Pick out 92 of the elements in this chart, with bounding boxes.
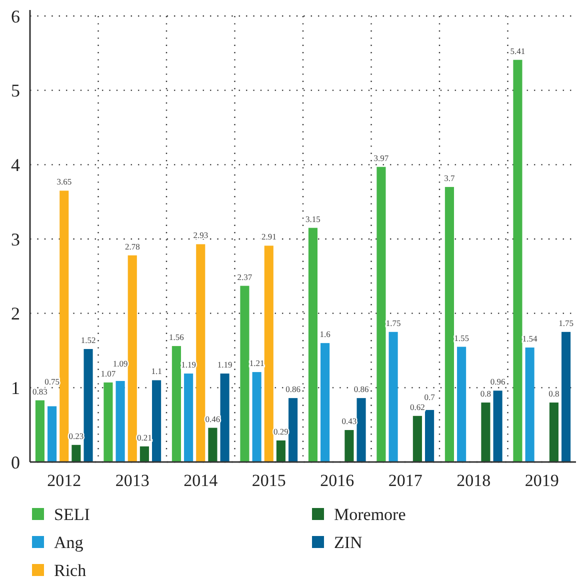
data-label: 0.43: [342, 416, 357, 426]
bar: [240, 286, 250, 462]
data-label: 1.54: [522, 334, 538, 344]
data-label: 1.56: [169, 332, 184, 342]
bar: [444, 186, 454, 462]
x-tick-label: 2017: [388, 471, 423, 490]
bar: [562, 332, 571, 462]
data-label: 0.21: [137, 432, 152, 442]
data-label: 1.75: [386, 318, 401, 328]
legend-label: SELI: [54, 504, 90, 524]
data-label: 0.96: [490, 376, 506, 387]
bar: [388, 332, 398, 462]
x-tick-label: 2018: [456, 471, 491, 490]
y-tick-label: 6: [11, 6, 20, 26]
x-tick-label: 2016: [320, 471, 354, 490]
data-label: 0.8: [548, 388, 560, 399]
data-label: 1.1: [151, 366, 162, 376]
bar: [493, 390, 502, 462]
bar: [308, 228, 318, 462]
bar: [128, 255, 137, 462]
data-label: 0.86: [286, 384, 300, 394]
bar: [72, 444, 81, 462]
data-label: 5.41: [510, 46, 526, 56]
data-label: 0.23: [68, 430, 84, 441]
bar: [60, 190, 69, 462]
bar: [457, 346, 466, 462]
data-label: 2.37: [237, 272, 252, 282]
bar: [549, 402, 558, 462]
bar: [412, 416, 422, 462]
bar: [481, 402, 490, 462]
bar: [344, 430, 354, 462]
legend-label: Moremore: [334, 504, 406, 524]
x-tick-label: 2014: [184, 471, 218, 490]
bar: [184, 374, 194, 462]
data-label: 0.75: [44, 376, 60, 386]
bar: [116, 380, 125, 462]
bar: [220, 374, 230, 462]
data-label: 3.97: [374, 152, 389, 163]
bar: [48, 406, 57, 462]
data-label: 1.19: [181, 360, 196, 370]
data-label: 0.8: [480, 388, 492, 399]
data-label: 2.78: [124, 241, 140, 252]
data-label: 1.07: [100, 368, 116, 378]
data-label: 0.62: [410, 402, 425, 412]
data-label: 3.15: [306, 214, 320, 224]
x-tick-label: 2019: [524, 471, 559, 490]
bar: [152, 380, 162, 462]
y-tick-label: 2: [11, 304, 20, 324]
x-tick-label: 2012: [47, 471, 82, 490]
bar: [320, 343, 330, 462]
data-label: 0.29: [274, 426, 288, 436]
bar: [513, 60, 522, 462]
data-label: 1.21: [249, 358, 264, 368]
bar: [356, 398, 366, 462]
data-label: 0.86: [354, 384, 369, 394]
y-tick-label: 0: [11, 452, 20, 472]
data-label: 1.52: [80, 335, 96, 346]
data-label: 1.75: [558, 318, 574, 328]
bar: [208, 428, 218, 462]
bar: [525, 348, 534, 462]
y-tick-label: 5: [11, 80, 20, 101]
bar: [84, 349, 93, 462]
data-label: 1.55: [454, 332, 469, 343]
data-label: 1.6: [320, 329, 330, 340]
bar: [35, 400, 44, 462]
bar: [140, 446, 149, 462]
x-tick-label: 2013: [115, 471, 150, 490]
data-label: 2.93: [193, 230, 208, 240]
bar: [425, 410, 434, 462]
legend-label: Rich: [54, 560, 87, 580]
y-tick-label: 3: [11, 229, 20, 250]
bar: [104, 382, 113, 462]
bar: [288, 398, 298, 462]
bar: [252, 372, 262, 462]
bar: [196, 244, 206, 462]
legend-label: ZIN: [334, 532, 362, 552]
x-tick-label: 2015: [252, 471, 286, 490]
data-label: 0.83: [32, 386, 48, 396]
data-label: 1.19: [217, 360, 232, 370]
data-label: 3.65: [56, 176, 72, 187]
y-tick-label: 4: [11, 154, 20, 175]
bar: [276, 440, 286, 462]
data-label: 2.91: [261, 232, 276, 242]
legend-label: Ang: [54, 532, 84, 552]
bar: [172, 346, 181, 462]
y-tick-label: 1: [11, 378, 20, 398]
data-label: 0.7: [424, 392, 435, 402]
bar: [376, 166, 386, 462]
bar: [264, 246, 274, 462]
data-label: 1.09: [112, 358, 128, 368]
data-label: 3.7: [444, 172, 455, 183]
data-label: 0.46: [205, 414, 220, 424]
